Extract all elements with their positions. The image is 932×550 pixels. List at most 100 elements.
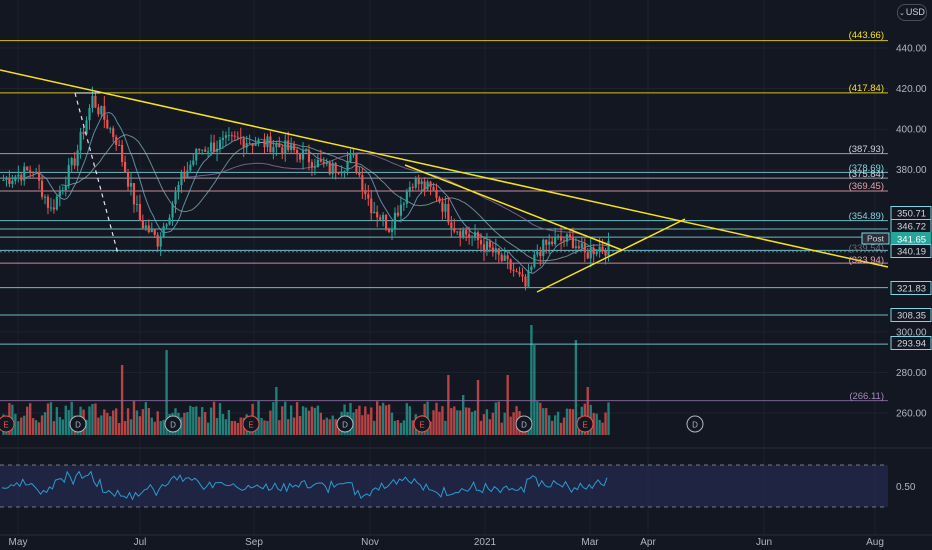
dashed-decline-line[interactable] [74, 92, 119, 255]
event-marker-circle [576, 415, 594, 433]
volume-bar [295, 402, 299, 435]
volume-bar [224, 419, 228, 435]
candle [367, 194, 370, 199]
earnings-event-marker[interactable]: E [576, 415, 594, 433]
candle [471, 236, 474, 238]
event-marker-label: E [248, 421, 253, 430]
candle [272, 147, 275, 153]
currency-selector-button[interactable]: ⌄USD [897, 4, 927, 21]
price-box[interactable]: 321.83 [890, 281, 932, 295]
candle [129, 183, 133, 187]
post-market-badge[interactable]: Post [861, 232, 890, 245]
earnings-event-marker[interactable]: E [0, 415, 15, 433]
candle [589, 247, 592, 259]
candle [462, 230, 465, 238]
earnings-event-marker[interactable]: E [413, 415, 431, 433]
candle [301, 150, 305, 160]
candle [138, 203, 141, 221]
volume-bar [215, 417, 219, 435]
projection-trendline[interactable] [621, 218, 686, 251]
time-axis-label: Nov [361, 537, 379, 548]
price-box[interactable]: 346.72 [890, 219, 932, 233]
candle [210, 142, 213, 152]
price-box[interactable]: 293.94 [890, 336, 932, 350]
candle [70, 158, 73, 166]
event-marker-label: D [75, 421, 81, 430]
price-box[interactable]: 350.71 [890, 206, 932, 220]
candle [580, 243, 583, 249]
volume-bar [470, 411, 474, 435]
triangle-upper-trendline[interactable] [404, 164, 623, 251]
candle [124, 161, 127, 173]
volume-bar [539, 402, 542, 435]
volume-bar [325, 417, 328, 435]
moving-average-line [179, 152, 608, 245]
volume-bar [135, 410, 139, 435]
volume-bar [227, 410, 231, 435]
volume-bar [491, 412, 495, 435]
candle [313, 167, 316, 169]
volume-bar [281, 406, 284, 435]
candle [58, 191, 61, 197]
volume-bar [438, 411, 441, 435]
level-label: (375.84) [849, 169, 884, 180]
price-box-label: 340.19 [897, 247, 926, 258]
triangle-lower-trendline[interactable] [536, 249, 623, 293]
candle [506, 255, 509, 260]
volume-bar [429, 421, 432, 435]
volume-bar [138, 416, 142, 435]
dividend-event-marker[interactable]: D [686, 415, 704, 433]
candle [577, 246, 580, 249]
volume-bar [192, 406, 195, 435]
candle [254, 143, 257, 146]
candle [559, 236, 563, 241]
candle [382, 214, 385, 220]
price-scale[interactable]: 440.00 420.00 400.00 380.00 300.00 280.00 260.… [849, 30, 932, 493]
price-box[interactable]: 341.65 [890, 232, 932, 246]
candle [126, 172, 130, 187]
candle [592, 247, 595, 255]
event-marker-circle [336, 415, 354, 433]
volume-bar [284, 401, 287, 435]
price-box[interactable]: 308.35 [890, 308, 932, 322]
candle [165, 224, 168, 227]
major-downtrend-line[interactable] [0, 69, 889, 268]
dividend-event-marker[interactable]: D [336, 415, 354, 433]
volume-bar [218, 403, 222, 435]
candle [370, 198, 373, 214]
volume-bar [536, 401, 539, 435]
candle [180, 172, 183, 186]
candle [384, 214, 388, 229]
candle [352, 153, 355, 156]
volume-bar [263, 420, 266, 435]
candle [343, 171, 346, 173]
volume-bar [530, 325, 533, 435]
candle [307, 150, 311, 163]
volume-bar [559, 422, 563, 435]
candle [476, 232, 480, 241]
candle [230, 135, 233, 137]
level-label: (387.93) [849, 144, 884, 155]
volume-bar [485, 409, 489, 435]
volume-bar [23, 415, 26, 435]
candle [153, 229, 156, 235]
volume-bar [209, 407, 213, 435]
dividend-event-marker[interactable]: D [69, 415, 87, 433]
volume-bar [257, 401, 260, 435]
volume-bar [396, 420, 400, 435]
time-axis[interactable]: May Jul Sep Nov 2021 Mar Apr Jun Aug [9, 537, 884, 548]
candle [468, 234, 471, 238]
trendlines[interactable] [0, 69, 889, 293]
volume-bar [132, 401, 136, 435]
dividend-event-marker[interactable]: D [515, 415, 533, 433]
dividend-event-marker[interactable]: D [164, 415, 182, 433]
earnings-event-marker[interactable]: E [242, 415, 260, 433]
volume-bar [592, 412, 595, 435]
candle [2, 179, 5, 181]
candle [586, 252, 589, 259]
price-box[interactable]: 340.19 [890, 244, 932, 258]
candle [562, 240, 566, 242]
volume-bar [550, 420, 554, 435]
